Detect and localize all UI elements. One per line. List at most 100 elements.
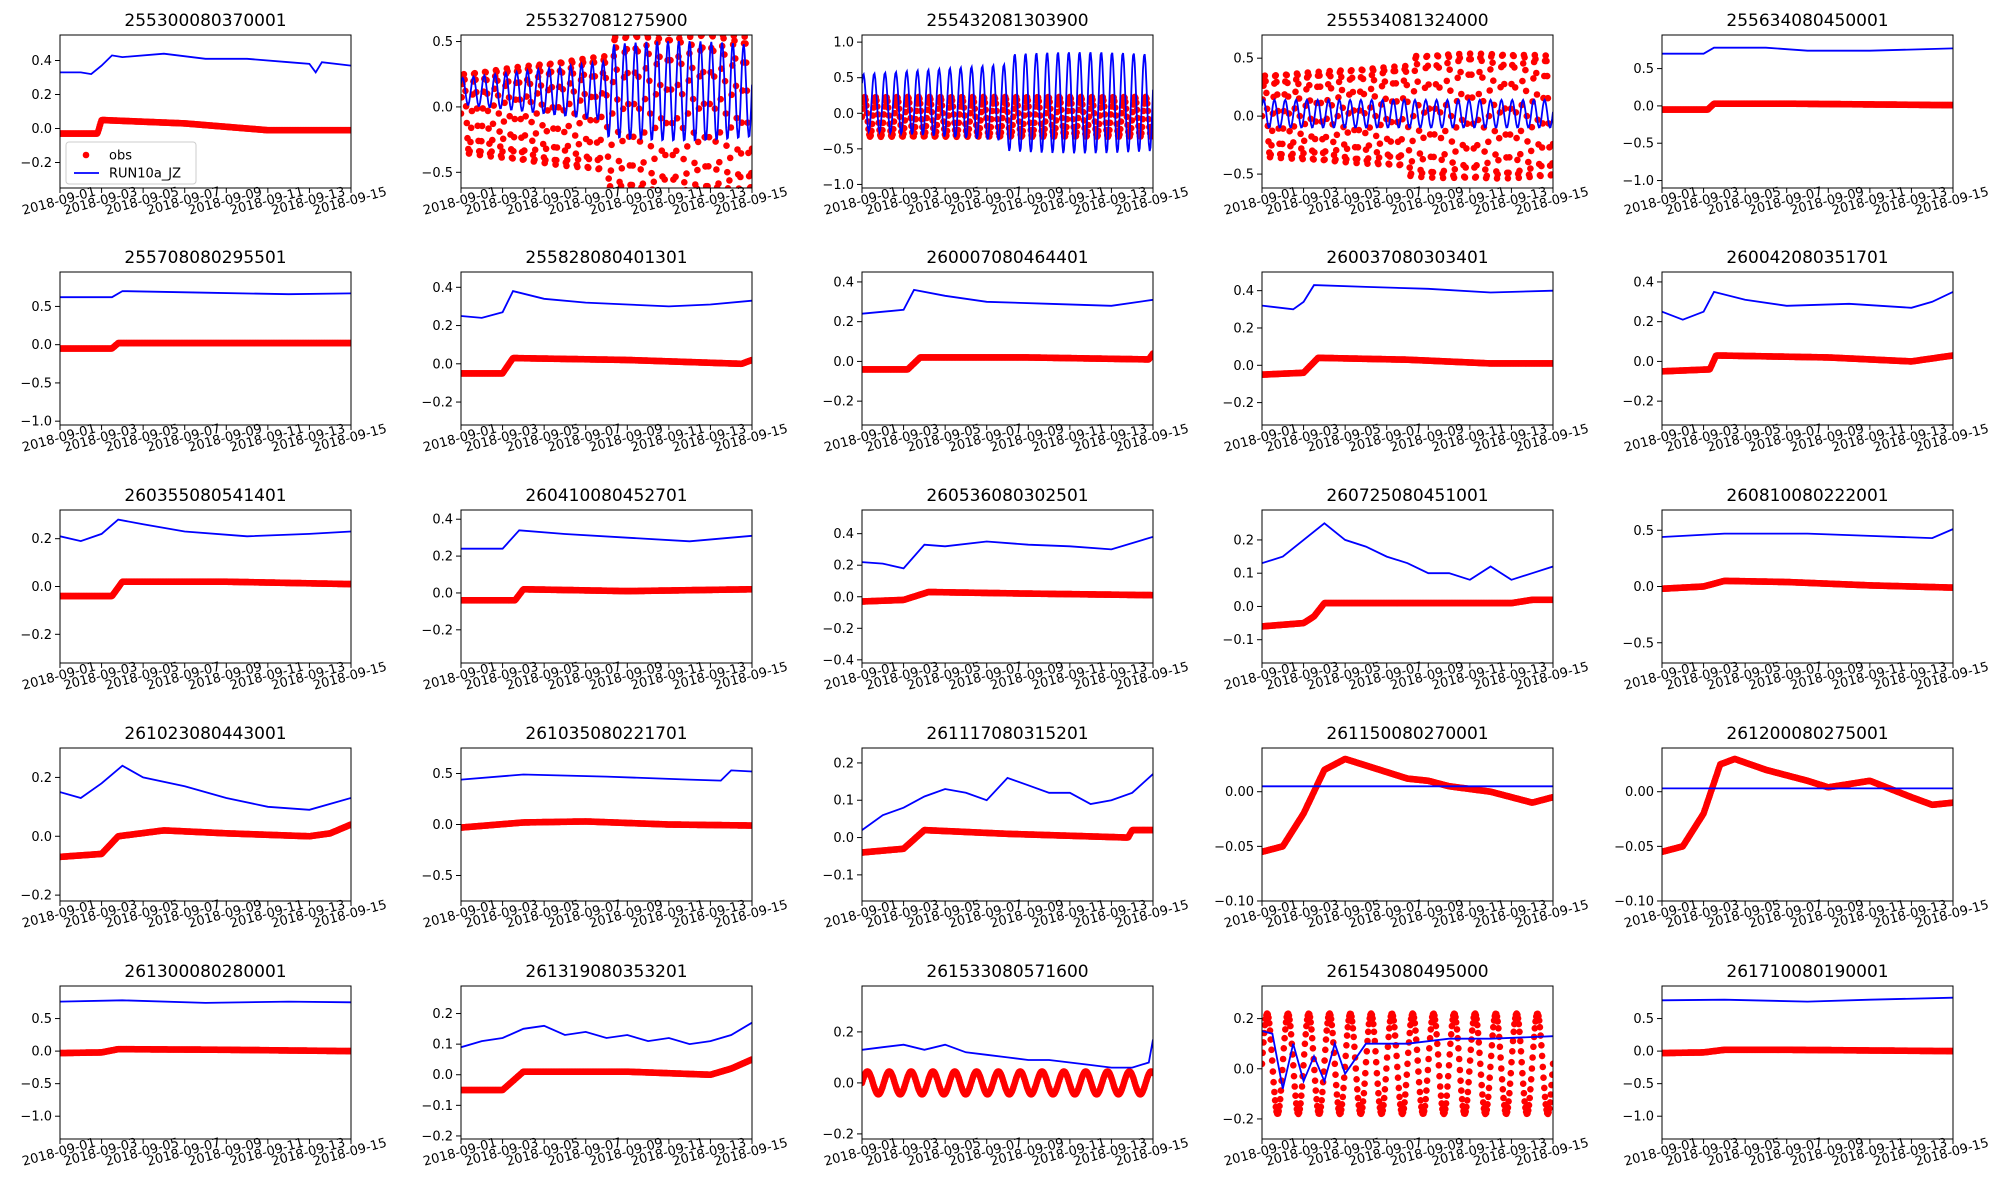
obs-point: [1410, 88, 1418, 95]
subplot: 260037080303401−0.20.00.20.42018-09-0120…: [1222, 248, 1590, 456]
obs-point: [1405, 147, 1413, 154]
obs-point: [1528, 123, 1536, 131]
obs-point: [1441, 151, 1448, 158]
obs-point: [596, 154, 604, 162]
obs-point: [1506, 131, 1514, 138]
obs-point: [1515, 174, 1523, 182]
obs-point: [539, 122, 546, 129]
obs-point: [1429, 168, 1437, 176]
obs-point: [539, 140, 547, 148]
obs-point: [611, 35, 619, 41]
obs-point: [1330, 138, 1337, 146]
obs-point: [637, 166, 644, 173]
obs-point: [563, 156, 571, 164]
subplot: 260410080452701−0.20.00.20.42018-09-0120…: [421, 486, 789, 694]
obs-point: [712, 138, 719, 145]
obs-point: [543, 127, 551, 135]
obs-point: [1396, 161, 1404, 168]
obs-point: [644, 35, 652, 41]
obs-point: [576, 119, 583, 127]
obs-point: [1527, 165, 1534, 172]
obs-point: [598, 113, 605, 121]
obs-point: [723, 142, 730, 149]
obs-point: [1268, 127, 1276, 135]
obs-point: [1476, 68, 1483, 76]
obs-point: [1316, 72, 1323, 79]
model-line: [461, 290, 752, 319]
y-tick-label: −0.5: [1622, 137, 1654, 152]
obs-point: [1461, 174, 1469, 181]
obs-point: [521, 132, 529, 139]
obs-point: [1477, 50, 1485, 58]
model-line: [1662, 46, 1953, 55]
obs-point: [704, 182, 711, 188]
obs-point: [1391, 67, 1399, 75]
obs-point: [1517, 127, 1525, 135]
obs-point: [595, 165, 603, 172]
y-tick-label: 0.0: [833, 355, 854, 370]
y-tick-label: 0.0: [31, 338, 52, 353]
obs-point: [1538, 144, 1546, 151]
obs-point: [478, 122, 486, 130]
obs-point: [1542, 52, 1549, 59]
obs-point: [1416, 150, 1424, 157]
obs-point: [1335, 94, 1342, 101]
obs-point: [564, 142, 572, 150]
obs-point: [1372, 132, 1380, 140]
axes-frame: [1261, 271, 1554, 426]
obs-point: [606, 183, 614, 188]
obs-point: [680, 155, 687, 163]
obs-point: [1549, 360, 1553, 367]
obs-point: [1343, 145, 1351, 153]
obs-point: [463, 119, 471, 127]
obs-point: [633, 35, 641, 41]
obs-point: [1419, 155, 1427, 163]
y-tick-label: 0.2: [833, 315, 854, 330]
obs-point: [1273, 78, 1280, 86]
model-line: [60, 290, 351, 299]
obs-point: [1322, 148, 1329, 155]
y-tick-label: 0.4: [1633, 275, 1654, 290]
obs-point: [1445, 53, 1453, 61]
obs-point: [1343, 156, 1350, 163]
obs-point: [737, 150, 745, 157]
obs-point: [615, 157, 623, 165]
legend-obs-marker: [82, 151, 90, 159]
obs-point: [1431, 131, 1438, 138]
obs-point: [1409, 137, 1416, 145]
obs-point: [489, 120, 497, 128]
obs-point: [1364, 155, 1372, 162]
obs-point: [536, 61, 543, 68]
obs-point: [601, 53, 608, 60]
plot-area: [862, 288, 1153, 373]
obs-point: [506, 112, 513, 120]
obs-point: [479, 105, 487, 112]
obs-series: [461, 354, 752, 377]
y-tick-label: −0.2: [20, 628, 52, 643]
legend-model-label: RUN10a_JZ: [109, 167, 181, 182]
obs-point: [1365, 142, 1373, 149]
obs-point: [605, 175, 612, 182]
obs-point: [490, 102, 498, 109]
obs-series: [461, 586, 752, 604]
obs-point: [1443, 77, 1451, 85]
obs-point: [698, 35, 706, 39]
obs-point: [1504, 175, 1512, 182]
subplot-title: 255634080450001: [1726, 11, 1888, 31]
obs-point: [484, 107, 492, 115]
obs-point: [1295, 95, 1303, 102]
obs-point: [1402, 68, 1410, 75]
obs-point: [1106, 126, 1113, 134]
obs-point: [1327, 72, 1334, 80]
obs-point: [1290, 139, 1297, 146]
obs-point: [585, 164, 592, 172]
obs-point: [1430, 153, 1437, 161]
y-tick-label: 0.4: [833, 275, 854, 290]
obs-point: [737, 173, 744, 181]
obs-point: [1262, 112, 1266, 120]
obs-point: [1527, 147, 1535, 155]
obs-point: [726, 177, 733, 184]
obs-point: [553, 156, 560, 164]
obs-point: [1516, 167, 1523, 175]
